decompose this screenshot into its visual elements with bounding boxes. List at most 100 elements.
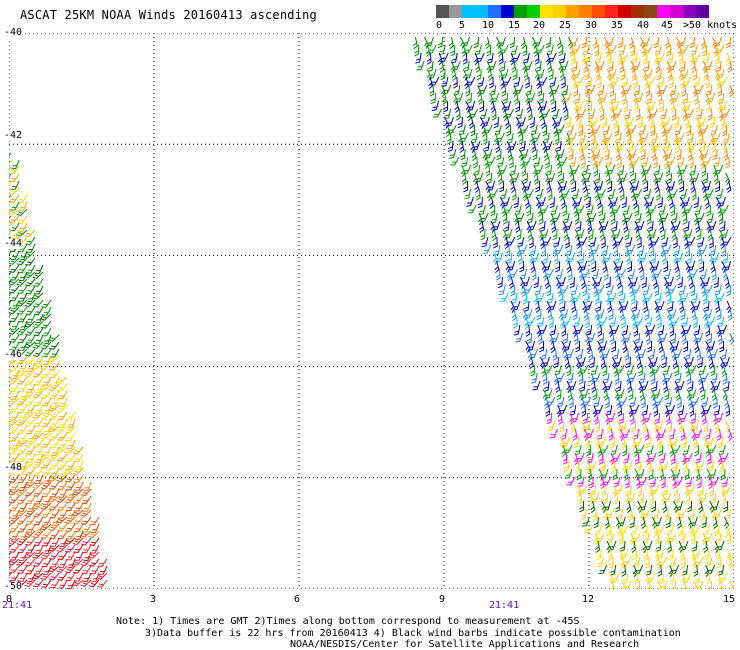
wind-barb [594, 308, 600, 321]
wind-barb [503, 204, 513, 214]
wind-barb [705, 92, 711, 105]
wind-barb [682, 92, 689, 105]
wind-barb [594, 404, 604, 414]
wind-barb [669, 572, 675, 585]
wind-barb [569, 276, 575, 289]
wind-barb [643, 548, 649, 562]
wind-barb [18, 481, 28, 492]
wind-barb [526, 316, 536, 326]
wind-barb [719, 460, 725, 473]
wind-barb [584, 436, 590, 449]
wind-barb [628, 388, 634, 401]
wind-barb [16, 558, 28, 567]
wind-barb [557, 396, 565, 408]
wind-barb [88, 558, 100, 567]
wind-barb [706, 452, 712, 465]
wind-barb [56, 495, 68, 503]
wind-barb [620, 436, 626, 449]
wind-barb [605, 172, 611, 185]
wind-barb [471, 132, 478, 144]
wind-barb [562, 332, 569, 345]
wind-barb [559, 52, 566, 64]
wind-barb [524, 196, 530, 209]
wind-barb [645, 572, 651, 585]
wind-barb [581, 36, 587, 49]
wind-barb [670, 84, 677, 96]
wind-barb [686, 252, 693, 265]
wind-barb [441, 76, 449, 88]
wind-barb [563, 108, 569, 121]
wind-barb [655, 188, 661, 201]
colorbar-label: 30 [585, 20, 598, 31]
lon-label: 3 [150, 594, 157, 605]
wind-barb [67, 488, 76, 499]
wind-barb [569, 156, 577, 168]
wind-barb [582, 516, 590, 527]
wind-barb [66, 579, 76, 589]
wind-barb [614, 372, 620, 385]
wind-barb [583, 292, 590, 304]
wind-barb [606, 524, 611, 537]
wind-barb [24, 579, 36, 588]
wind-barb [533, 276, 539, 289]
wind-barb [9, 194, 20, 203]
wind-barb [583, 188, 589, 201]
wind-barb [9, 180, 12, 190]
wind-barb [16, 446, 28, 455]
wind-barb [18, 502, 28, 512]
wind-barb [718, 580, 724, 589]
wind-barb [74, 551, 84, 561]
wind-barb [719, 340, 725, 353]
wind-barb [635, 444, 645, 454]
wind-barb [450, 44, 456, 57]
wind-barb [580, 156, 586, 169]
wind-barb [641, 172, 647, 185]
wind-barb [659, 468, 665, 482]
wind-barb [509, 172, 515, 185]
wind-barb [508, 276, 514, 289]
wind-barb [513, 324, 521, 336]
wind-barb [40, 481, 52, 490]
wind-barb [659, 220, 665, 233]
wind-barb [615, 516, 622, 529]
wind-barb [724, 508, 731, 520]
wind-barb [675, 268, 681, 281]
wind-barb [533, 156, 541, 168]
wind-barb [578, 484, 588, 494]
wind-barb [577, 244, 583, 257]
wind-barb [557, 180, 563, 193]
wind-barb [546, 396, 556, 406]
wind-barb [555, 276, 562, 289]
wind-barb [567, 372, 574, 384]
wind-barb [659, 580, 668, 589]
wind-barb [628, 36, 634, 49]
wind-barb [624, 348, 630, 361]
wind-barb [666, 156, 676, 166]
wind-barb [617, 404, 623, 417]
wind-barb [693, 580, 699, 589]
wind-barb [66, 530, 76, 540]
wind-barb [583, 308, 589, 322]
wind-barb [634, 100, 640, 114]
wind-barb [718, 324, 728, 334]
wind-barb [439, 52, 449, 62]
wind-barb [519, 140, 526, 152]
wind-barb [23, 271, 36, 279]
wind-barb [593, 164, 599, 177]
wind-barb [97, 579, 108, 588]
wind-barb [593, 180, 599, 193]
wind-barb [32, 509, 44, 518]
wind-barb [34, 516, 44, 526]
wind-barb [625, 236, 633, 248]
wind-barb [633, 324, 639, 337]
wind-barb [680, 308, 686, 321]
wind-barb [545, 404, 551, 417]
wind-barb [571, 44, 581, 54]
wind-barb [24, 390, 36, 398]
wind-barb [574, 324, 584, 334]
wind-barb [710, 260, 716, 274]
wind-barb [18, 432, 28, 442]
wind-barb [473, 36, 479, 49]
wind-barb [598, 468, 604, 481]
wind-barb [575, 356, 582, 369]
